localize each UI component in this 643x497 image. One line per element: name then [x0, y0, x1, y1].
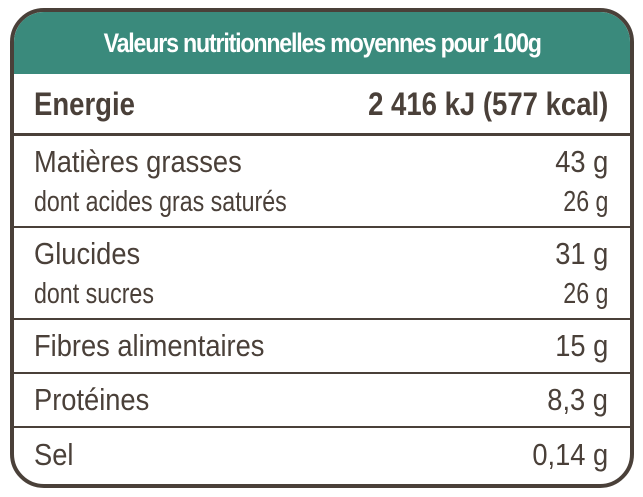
carbohydrate-row: Glucides 31 g	[14, 228, 630, 274]
protein-label: Protéines	[34, 382, 150, 417]
sugars-label: dont sucres	[34, 277, 154, 310]
protein-row: Protéines 8,3 g	[14, 374, 630, 428]
fat-value: 43 g	[554, 144, 608, 179]
sugars-value: 26 g	[562, 277, 608, 310]
salt-row: Sel 0,14 g	[14, 428, 630, 482]
carbohydrate-label: Glucides	[34, 236, 141, 271]
fibre-row: Fibres alimentaires 15 g	[14, 320, 630, 374]
sugars-row: dont sucres 26 g	[14, 274, 630, 318]
fat-group: Matières grasses 43 g dont acides gras s…	[14, 136, 630, 228]
fat-row: Matières grasses 43 g	[14, 136, 630, 182]
table-title-text: Valeurs nutritionnelles moyennes pour 10…	[103, 27, 541, 58]
carbohydrate-group: Glucides 31 g dont sucres 26 g	[14, 228, 630, 320]
saturated-fat-row: dont acides gras saturés 26 g	[14, 182, 630, 226]
salt-label: Sel	[34, 437, 74, 472]
protein-value: 8,3 g	[547, 382, 608, 417]
table-title: Valeurs nutritionnelles moyennes pour 10…	[14, 12, 630, 76]
energy-value: 2 416 kJ (577 kcal)	[367, 86, 608, 122]
fat-label: Matières grasses	[34, 144, 242, 179]
fibre-label: Fibres alimentaires	[34, 328, 265, 363]
energy-row: Energie 2 416 kJ (577 kcal)	[14, 76, 630, 136]
salt-value: 0,14 g	[532, 437, 608, 472]
nutrition-facts-table: Valeurs nutritionnelles moyennes pour 10…	[10, 8, 634, 488]
fibre-value: 15 g	[554, 328, 608, 363]
saturated-fat-value: 26 g	[562, 185, 608, 218]
carbohydrate-value: 31 g	[554, 236, 608, 271]
energy-label: Energie	[34, 86, 135, 122]
saturated-fat-label: dont acides gras saturés	[34, 185, 287, 218]
